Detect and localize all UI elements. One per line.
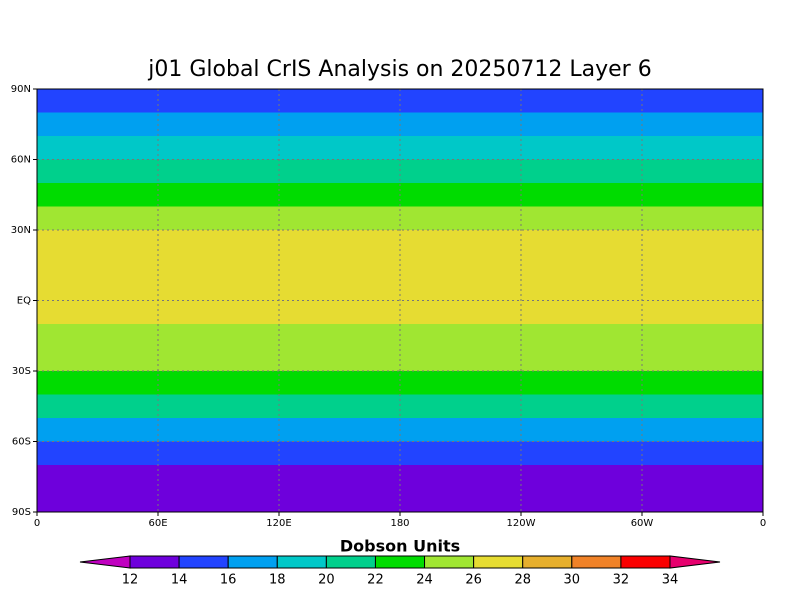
zonal-band — [37, 371, 763, 395]
colorbar-tick-label: 28 — [514, 573, 531, 588]
chart-title: j01 Global CrIS Analysis on 20250712 Lay… — [147, 57, 651, 82]
zonal-band — [37, 441, 763, 465]
colorbar-tick-label: 14 — [171, 573, 188, 588]
y-tick-label: 30S — [12, 366, 31, 377]
colorbar-tick-label: 24 — [416, 573, 433, 588]
plot-frame — [36, 88, 764, 513]
colorbar-tick-label: 30 — [564, 573, 581, 588]
zonal-band — [37, 206, 763, 230]
colorbar-high — [669, 555, 721, 569]
colorbar-tick-label: 18 — [269, 573, 286, 588]
colorbar-box — [276, 555, 327, 569]
colorbar-tick-label: 12 — [122, 573, 139, 588]
colorbar-tick-label: 20 — [318, 573, 335, 588]
x-tick-label: 0 — [34, 518, 40, 529]
zonal-band — [37, 230, 763, 254]
x-tick-label: 0 — [760, 518, 766, 529]
y-tick-label: 60S — [12, 437, 31, 448]
x-tick-label: 60W — [631, 518, 654, 529]
colorbar-box — [325, 555, 376, 569]
zonal-band — [37, 159, 763, 183]
colorbar-box — [424, 555, 475, 569]
colorbar-box — [522, 555, 573, 569]
zonal-band — [37, 277, 763, 301]
x-tick-label: 60E — [148, 518, 167, 529]
y-tick-label: EQ — [17, 296, 31, 307]
x-tick-label: 120E — [266, 518, 291, 529]
zonal-band — [37, 394, 763, 418]
colorbar-tick-label: 26 — [465, 573, 482, 588]
x-tick-label: 120W — [507, 518, 536, 529]
colorbar-box — [178, 555, 229, 569]
y-tick-label: 60N — [11, 155, 31, 166]
y-tick-label: 90S — [12, 507, 31, 518]
colorbar-low — [79, 555, 131, 569]
colorbar-box — [571, 555, 622, 569]
y-tick-label: 90N — [11, 84, 31, 95]
colorbar-box — [473, 555, 524, 569]
y-tick-label: 30N — [11, 225, 31, 236]
colorbar-box — [374, 555, 426, 569]
zonal-band — [37, 136, 763, 160]
colorbar-box — [227, 555, 278, 569]
zonal-band — [37, 465, 763, 489]
x-tick-label: 180 — [390, 518, 409, 529]
colorbar-tick-label: 16 — [220, 573, 237, 588]
colorbar-tick-label: 32 — [613, 573, 630, 588]
colorbar-box — [129, 555, 180, 569]
zonal-band — [37, 300, 763, 324]
colorbar-tick-label: 22 — [367, 573, 384, 588]
colorbar-tick-label: 34 — [662, 573, 679, 588]
colorbar-box — [620, 555, 671, 569]
colorbar-label: Dobson Units — [340, 537, 460, 556]
